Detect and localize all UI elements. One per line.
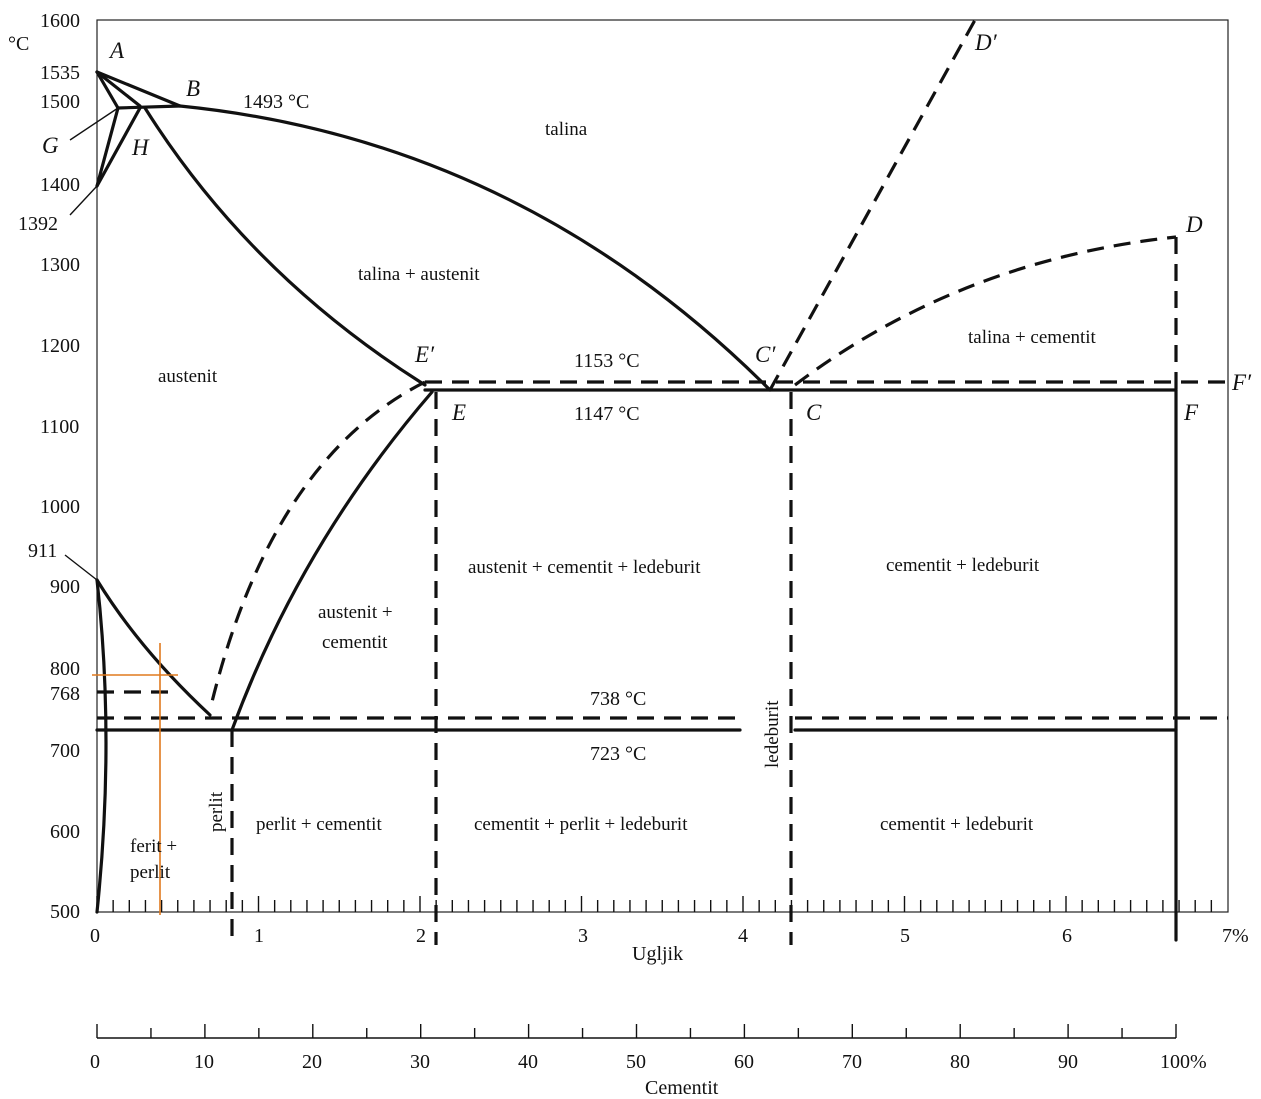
cementit-tick-0: 0 xyxy=(90,1051,100,1073)
cementit-tick-30: 30 xyxy=(410,1051,430,1073)
x-tick-4: 4 xyxy=(738,925,748,947)
point-label-c-prime: C′ xyxy=(755,342,776,367)
temp-label-723: 723 °C xyxy=(590,743,646,765)
region-cementit-perlit-ledeburit: cementit + perlit + ledeburit xyxy=(474,814,688,835)
line-gh xyxy=(95,106,120,188)
point-label-c: C xyxy=(806,400,822,425)
point-label-f: F xyxy=(1183,400,1199,425)
y-tick-1500: 1500 xyxy=(40,91,80,113)
line-ag xyxy=(95,70,120,110)
leader-911 xyxy=(64,554,98,581)
carbon-axis-ticks xyxy=(96,896,1213,912)
point-label-f-prime: F′ xyxy=(1231,370,1252,395)
point-label-e-prime: E′ xyxy=(414,342,435,367)
y-tick-1100: 1100 xyxy=(40,416,79,438)
line-ah xyxy=(95,70,142,108)
cementit-tick-80: 80 xyxy=(950,1051,970,1073)
x-tick-7: 7% xyxy=(1222,925,1249,947)
point-label-d: D xyxy=(1185,212,1203,237)
x-tick-6: 6 xyxy=(1062,925,1072,947)
region-perlit-cementit: perlit + cementit xyxy=(256,814,382,835)
cementit-tick-20: 20 xyxy=(302,1051,322,1073)
region-ledeburit: ledeburit xyxy=(762,700,783,768)
y-tick-700: 700 xyxy=(50,740,80,762)
temp-label-1153: 1153 °C xyxy=(574,350,640,372)
y-tick-1600: 1600 xyxy=(40,10,80,32)
region-cementit-ledeburit-upper: cementit + ledeburit xyxy=(886,555,1040,576)
cementit-tick-50: 50 xyxy=(626,1051,646,1073)
point-label-e: E xyxy=(451,400,466,425)
cementit-tick-70: 70 xyxy=(842,1051,862,1073)
line-c-prime-d-prime xyxy=(768,19,977,391)
cementit-tick-60: 60 xyxy=(734,1051,754,1073)
y-tick-800: 800 xyxy=(50,658,80,680)
region-cementit-ledeburit-lower: cementit + ledeburit xyxy=(880,814,1034,835)
region-ferit-perlit-line2: perlit xyxy=(130,862,171,883)
cementit-tick-10: 10 xyxy=(194,1051,214,1073)
region-austenit-cementit-ledeburit: austenit + cementit + ledeburit xyxy=(468,557,701,578)
y-tick-600: 600 xyxy=(50,821,80,843)
x-tick-3: 3 xyxy=(578,925,588,947)
cementit-tick-40: 40 xyxy=(518,1051,538,1073)
y-tick-900: 900 xyxy=(50,576,80,598)
region-talina: talina xyxy=(545,119,588,140)
liquidus-bc xyxy=(178,104,772,392)
line-gh-inner xyxy=(95,106,142,188)
acm-line xyxy=(230,390,434,732)
cementit-axis-ticks xyxy=(96,1024,1177,1038)
y-tick-1000: 1000 xyxy=(40,496,80,518)
leader-g xyxy=(69,107,119,141)
y-tick-1300: 1300 xyxy=(40,254,80,276)
y-tick-768: 768 xyxy=(50,683,80,705)
region-austenit-cementit-line2: cementit xyxy=(322,632,388,653)
liquidus-ab xyxy=(95,70,182,108)
region-talina-austenit: talina + austenit xyxy=(358,264,480,285)
y-axis-unit: °C xyxy=(8,33,29,55)
y-tick-1535: 1535 xyxy=(40,62,80,84)
y-tick-1400: 1400 xyxy=(40,174,80,196)
x-tick-2: 2 xyxy=(416,925,426,947)
y-tick-911: 911 xyxy=(28,540,57,562)
temp-label-738: 738 °C xyxy=(590,688,646,710)
solvus-line xyxy=(95,578,108,914)
a3-line xyxy=(95,578,212,717)
y-tick-1392: 1392 xyxy=(18,213,58,235)
line-c-d xyxy=(794,235,1177,387)
point-label-d-prime: D′ xyxy=(974,30,998,55)
point-label-g: G xyxy=(42,133,59,158)
y-tick-1200: 1200 xyxy=(40,335,80,357)
region-talina-cementit: talina + cementit xyxy=(968,327,1097,348)
leader-1392 xyxy=(69,185,98,216)
line-e-prime-dashed xyxy=(208,380,426,711)
x-tick-0: 0 xyxy=(90,925,100,947)
peritectic-line xyxy=(116,104,182,110)
y-tick-500: 500 xyxy=(50,901,80,923)
x-axis-title: Ugljik xyxy=(632,943,683,965)
point-label-h: H xyxy=(131,135,150,160)
region-perlit: perlit xyxy=(206,791,227,832)
temp-label-1493: 1493 °C xyxy=(243,91,309,113)
region-ferit-perlit-line1: ferit + xyxy=(130,836,177,857)
x-tick-5: 5 xyxy=(900,925,910,947)
point-label-b: B xyxy=(186,76,200,101)
cementit-axis-title: Cementit xyxy=(645,1077,719,1099)
region-austenit: austenit xyxy=(158,366,218,387)
cementit-tick-90: 90 xyxy=(1058,1051,1078,1073)
cementit-tick-100: 100% xyxy=(1160,1051,1207,1073)
x-tick-1: 1 xyxy=(254,925,264,947)
solidus-he xyxy=(143,106,427,387)
point-label-a: A xyxy=(108,38,125,63)
temp-label-1147: 1147 °C xyxy=(574,403,640,425)
plot-frame xyxy=(96,19,1229,913)
region-austenit-cementit-line1: austenit + xyxy=(318,602,393,623)
